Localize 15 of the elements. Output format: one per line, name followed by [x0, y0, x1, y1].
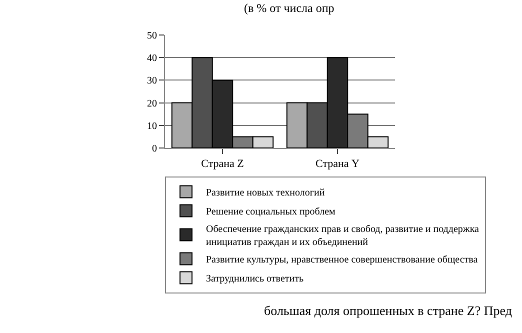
legend-label: Развитие новых технологий [206, 188, 326, 199]
y-tick-label: 30 [147, 76, 157, 87]
legend-label: Решение социальных проблем [206, 206, 336, 218]
text: (в % от числа опр [244, 1, 334, 15]
y-tick-label: 50 [147, 30, 157, 42]
y-tick-label: 20 [147, 98, 157, 110]
y-tick-label: 40 [147, 53, 157, 64]
legend-label: Развитие культуры, нравственное совершенствование общества [206, 254, 478, 266]
y-tick-label: 0 [152, 144, 157, 154]
legend-label: Затруднились ответить [206, 274, 304, 285]
y-tick-label: 10 [147, 120, 157, 132]
legend-label: Обеспечение гражданских прав и свобод, развитие и поддержка инициатив граждан и их объединений [206, 224, 480, 248]
x-tick-label: Страна Z [201, 158, 244, 170]
text: большая доля опрошенных в стране Z? Пред [264, 303, 512, 318]
x-tick-label: Страна Y [316, 158, 360, 170]
